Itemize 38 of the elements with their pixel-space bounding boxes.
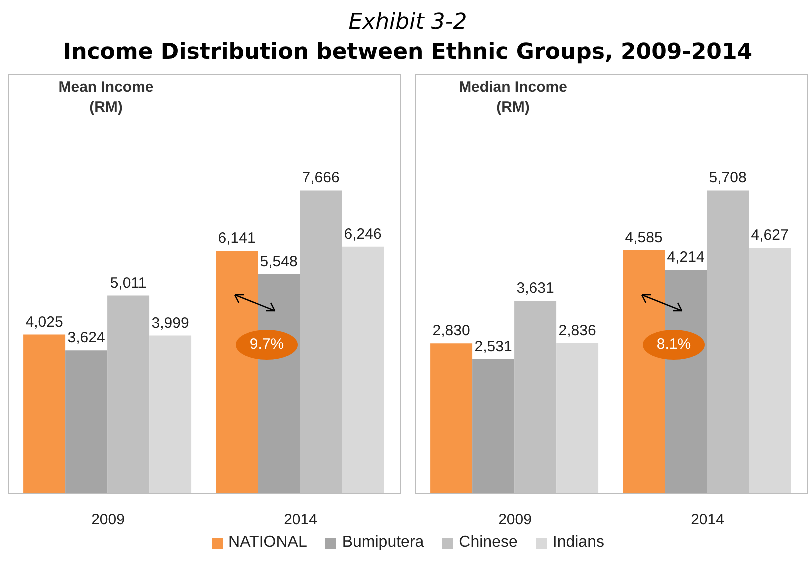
bar (430, 344, 473, 494)
data-label: 2,830 (432, 322, 470, 340)
legend-label: Bumiputera (342, 534, 424, 552)
x-tick-label: 2014 (284, 512, 318, 529)
data-label: 4,585 (625, 229, 663, 246)
data-label: 6,246 (344, 226, 382, 243)
data-label: 5,548 (260, 254, 298, 271)
data-label: 5,011 (110, 274, 147, 292)
bar (66, 350, 108, 494)
legend-label: NATIONAL (228, 534, 308, 552)
bar (24, 334, 66, 494)
chart-title: Mean Income (RM) (58, 78, 155, 118)
text: Exhibit 3-2 (348, 9, 468, 37)
x-tick-label: 2009 (498, 512, 532, 529)
bar (749, 248, 792, 494)
data-label: 6,141 (218, 230, 256, 248)
text: Income Distribution between Ethnic Groups, 2009-2014 (62, 39, 754, 67)
bar (150, 336, 192, 494)
bar (556, 343, 599, 494)
data-label: 4,214 (667, 249, 705, 266)
bar (472, 360, 515, 494)
data-label: 2,836 (558, 322, 596, 340)
x-tick-label: 2014 (691, 512, 724, 529)
data-label: 4,627 (751, 227, 789, 244)
data-label: 4,025 (26, 314, 64, 331)
data-label: 5,708 (709, 170, 747, 187)
legend-label: Chinese (459, 534, 518, 552)
annotation: 9.7% (236, 330, 298, 360)
bar (342, 246, 384, 494)
data-label: 3,631 (516, 280, 554, 298)
chart-title: Median Income (RM) (458, 78, 568, 118)
data-label: 7,666 (302, 170, 340, 187)
annotation: 8.1% (643, 330, 705, 360)
data-label: 3,999 (152, 314, 190, 332)
data-label: 3,624 (68, 330, 106, 347)
data-label: 2,531 (474, 338, 512, 356)
legend-label: Indians (552, 534, 604, 552)
x-tick-label: 2009 (92, 512, 125, 529)
